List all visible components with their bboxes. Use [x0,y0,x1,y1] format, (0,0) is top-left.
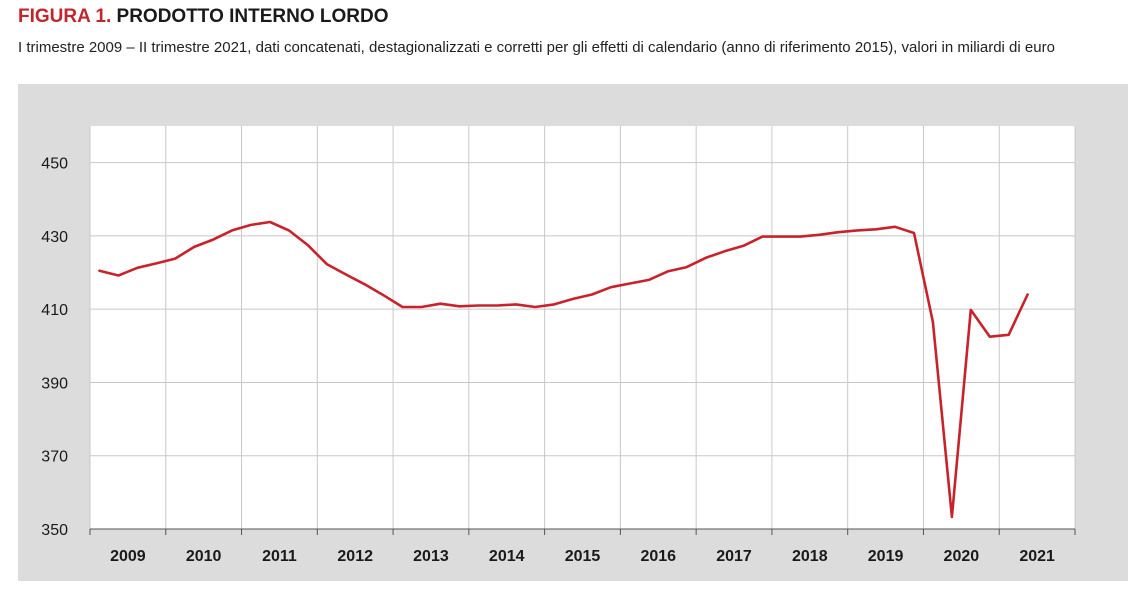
x-tick-label: 2018 [792,548,828,565]
gridlines [89,126,1076,529]
x-axis: 2009 2010 2011 2012 2013 2014 2015 2016 2017 2018… [89,528,1076,565]
y-tick-label: 370 [41,449,68,466]
x-tick-label: 2010 [186,548,222,565]
x-tick-label: 2015 [565,548,601,565]
figure-title-text: PRODOTTO INTERNO LORDO [116,6,389,27]
y-tick-label: 430 [41,229,68,246]
x-tick-label: 2017 [716,548,752,565]
x-tick-label: 2019 [868,548,904,565]
x-tick-label: 2016 [640,548,676,565]
x-tick-label: 2009 [110,548,146,565]
x-tick-label: 2012 [337,548,373,565]
y-tick-label: 350 [41,522,68,539]
y-tick-label: 390 [41,375,68,392]
plot-area [90,126,1075,529]
figure-subtitle: I trimestre 2009 – II trimestre 2021, da… [18,39,1055,56]
y-tick-label: 450 [41,156,68,173]
series-layer [98,220,1029,519]
x-tick-label: 2021 [1019,548,1055,565]
y-axis: 350 370 390 410 430 450 [41,156,68,539]
x-tick-label: 2013 [413,548,449,565]
x-tick-label: 2020 [944,548,980,565]
figure-title: FIGURA 1. PRODOTTO INTERNO LORDO [18,6,389,28]
figure-label: FIGURA 1. [18,6,112,27]
chart-frame: 350 370 390 410 430 450 2009 2010 2011 2012 2013 2… [18,84,1128,581]
x-tick-label: 2014 [489,548,525,565]
x-tick-label: 2011 [262,548,297,565]
gdp-series-line [98,220,1029,519]
y-tick-label: 410 [41,302,68,319]
